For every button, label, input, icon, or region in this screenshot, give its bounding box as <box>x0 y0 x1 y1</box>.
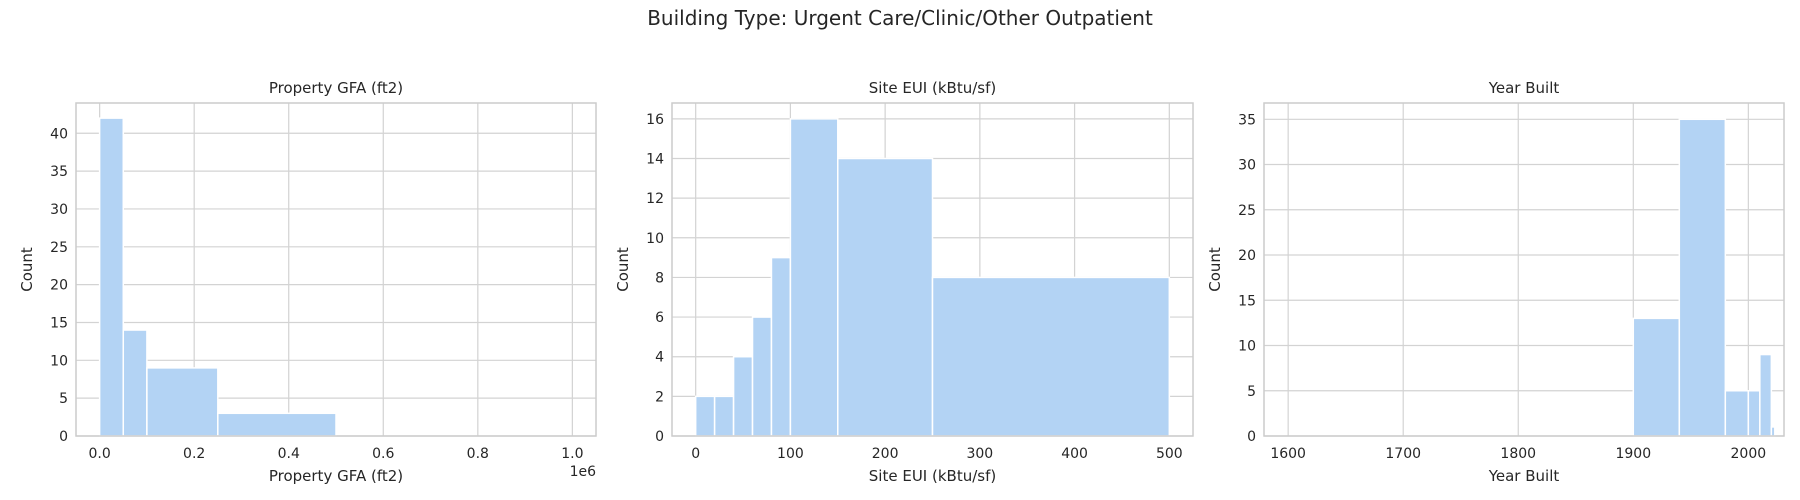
x-tick-label: 500 <box>1156 446 1183 462</box>
x-tick-label: 2000 <box>1731 446 1767 462</box>
histogram-bar <box>1678 118 1727 437</box>
y-tick-label: 25 <box>50 240 68 256</box>
histogram-bar <box>770 256 792 437</box>
x-axis-label: Site EUI (kBtu/sf) <box>869 467 996 485</box>
histogram-bar <box>1759 353 1773 437</box>
y-axis-label: Count <box>1206 247 1224 292</box>
y-tick-label: 16 <box>646 112 664 128</box>
x-tick-label: 0.4 <box>278 446 300 462</box>
axes-frame <box>671 102 1194 437</box>
y-tick-label: 30 <box>1238 158 1256 174</box>
y-tick-label: 10 <box>646 231 664 247</box>
y-tick-label: 8 <box>655 270 664 286</box>
x-tick-label: 0.0 <box>89 446 111 462</box>
y-axis-label: Count <box>614 247 632 292</box>
y-tick-label: 20 <box>50 278 68 294</box>
axes-frame <box>1263 102 1785 437</box>
x-tick-label: 1800 <box>1500 446 1536 462</box>
x-tick-label: 200 <box>872 446 899 462</box>
y-tick-label: 35 <box>50 164 68 180</box>
panel-title: Site EUI (kBtu/sf) <box>869 79 996 97</box>
chart-panel-year-built: 1600 1700 1800 1900 2000 0 5 10 15 20 25 30 35 Year B… <box>1206 79 1785 485</box>
x-tick-label: 1.0 <box>561 446 583 462</box>
histogram-bar <box>1747 390 1761 437</box>
y-tick-label: 14 <box>646 152 664 168</box>
chart-panel-site-eui: 0 100 200 300 400 500 0 2 4 6 8 10 12 14 16 Site EUI (k… <box>614 79 1194 485</box>
histogram-bar <box>751 316 773 437</box>
panel-title: Year Built <box>1488 79 1560 97</box>
x-tick-label: 0.6 <box>372 446 394 462</box>
histogram-bar <box>789 118 839 437</box>
y-tick-label: 0 <box>1247 429 1256 445</box>
y-tick-label: 25 <box>1238 203 1256 219</box>
x-tick-label: 1600 <box>1270 446 1306 462</box>
x-tick-label: 1900 <box>1615 446 1651 462</box>
x-axis-label: Year Built <box>1488 467 1560 485</box>
y-tick-label: 0 <box>59 429 68 445</box>
y-tick-label: 15 <box>50 315 68 331</box>
histogram-bar <box>1724 390 1750 437</box>
y-tick-label: 35 <box>1238 112 1256 128</box>
y-tick-label: 15 <box>1238 293 1256 309</box>
x-tick-label: 100 <box>777 446 804 462</box>
y-tick-label: 4 <box>655 350 664 366</box>
x-tick-label: 0.2 <box>183 446 205 462</box>
y-tick-label: 0 <box>655 429 664 445</box>
x-tick-label: 0 <box>691 446 700 462</box>
y-tick-label: 30 <box>50 202 68 218</box>
x-tick-label: 0.8 <box>467 446 489 462</box>
y-tick-label: 20 <box>1238 248 1256 264</box>
y-tick-label: 5 <box>1247 384 1256 400</box>
y-tick-label: 2 <box>655 389 664 405</box>
y-tick-label: 10 <box>50 353 68 369</box>
y-tick-label: 5 <box>59 391 68 407</box>
y-tick-label: 6 <box>655 310 664 326</box>
x-tick-label: 400 <box>1061 446 1088 462</box>
histogram-bar <box>931 276 1171 437</box>
x-axis-label: Property GFA (ft2) <box>269 467 403 485</box>
histogram-bar <box>1770 426 1776 437</box>
x-tick-label: 1700 <box>1385 446 1421 462</box>
y-tick-label: 10 <box>1238 339 1256 355</box>
histogram-bar <box>713 395 735 437</box>
y-axis-label: Count <box>18 247 36 292</box>
histogram-bar <box>694 395 716 437</box>
histogram-bar <box>98 117 125 437</box>
histogram-bar <box>122 329 148 437</box>
panel-title: Property GFA (ft2) <box>269 79 403 97</box>
y-tick-label: 40 <box>50 126 68 142</box>
x-axis-offset-label: 1e6 <box>570 464 597 480</box>
histogram-bar <box>732 355 754 437</box>
y-tick-label: 12 <box>646 191 664 207</box>
chart-panel-property-gfa: 0.0 0.2 0.4 0.6 0.8 1.0 0 5 10 15 20 25 30 35 40 Proper… <box>18 79 597 485</box>
histogram-bar <box>217 412 337 437</box>
axes-frame <box>75 102 597 437</box>
histogram-bar <box>837 157 934 437</box>
histogram-bar <box>1632 317 1681 437</box>
histogram-bar <box>146 367 219 437</box>
x-tick-label: 300 <box>966 446 993 462</box>
figure-title: Building Type: Urgent Care/Clinic/Other … <box>647 6 1153 30</box>
